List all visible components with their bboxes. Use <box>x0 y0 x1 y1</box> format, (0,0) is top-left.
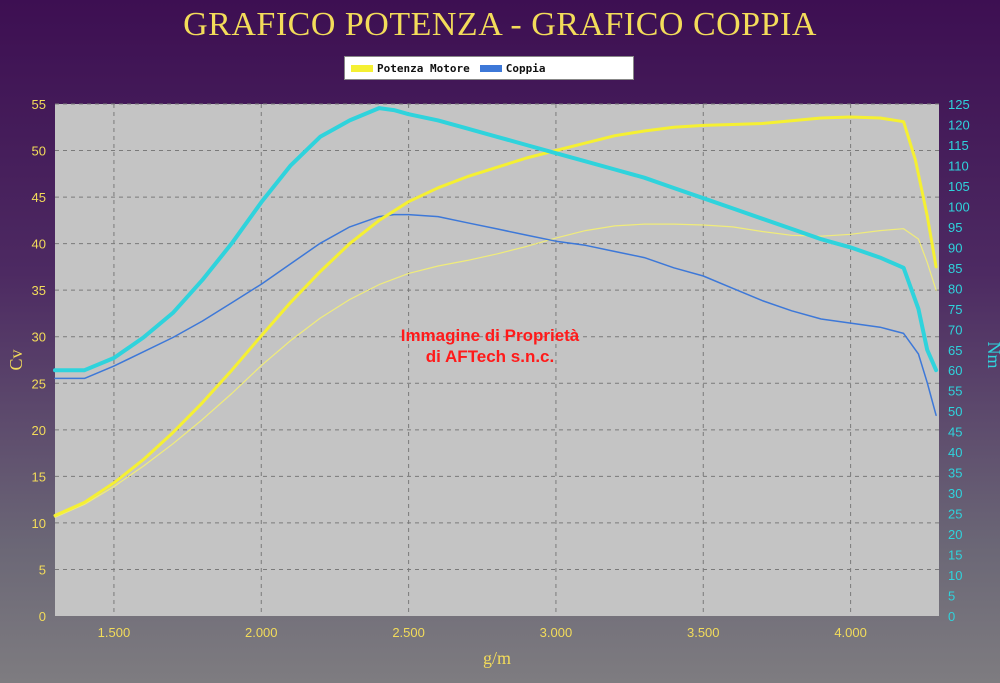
y-tick-label-10: 50 <box>32 144 46 159</box>
series-line-3 <box>54 213 937 417</box>
legend-label-potenza: Potenza Motore <box>377 61 470 75</box>
series-line-0 <box>53 115 938 517</box>
y2-tick-label-9: 45 <box>948 425 962 440</box>
grid-lines <box>55 103 939 616</box>
y2-tick-label-22: 110 <box>948 158 969 173</box>
y-tick-label-7: 35 <box>32 283 46 298</box>
y-axis-title: Cv <box>6 349 26 370</box>
y2-tick-label-25: 125 <box>948 97 970 112</box>
y-tick-label-4: 20 <box>32 423 46 438</box>
chart-title: GRAFICO POTENZA - GRAFICO COPPIA <box>183 6 817 43</box>
y-tick-label-5: 25 <box>32 376 46 391</box>
y2-axis-title: Nm <box>984 342 1000 369</box>
y2-tick-label-21: 105 <box>948 179 970 194</box>
y2-tick-label-15: 75 <box>948 302 962 317</box>
plot-area <box>55 104 939 616</box>
x-tick-label-3: 3.000 <box>540 625 573 640</box>
watermark-text: Immagine di Proprietà di AFTech s.n.c. <box>360 325 620 367</box>
y2-tick-label-23: 115 <box>948 138 969 153</box>
y2-tick-label-1: 5 <box>948 589 955 604</box>
series-line-2 <box>54 223 937 518</box>
y-tick-label-2: 10 <box>32 516 46 531</box>
x-tick-label-2: 2.500 <box>392 625 425 640</box>
y2-tick-label-11: 55 <box>948 384 962 399</box>
y-tick-label-8: 40 <box>32 237 46 252</box>
y2-tick-label-8: 40 <box>948 445 962 460</box>
x-axis-title: g/m <box>483 648 511 668</box>
x-tick-label-5: 4.000 <box>834 625 867 640</box>
x-tick-label-1: 2.000 <box>245 625 278 640</box>
y-tick-label-3: 15 <box>32 469 46 484</box>
y2-tick-label-13: 65 <box>948 343 962 358</box>
y-tick-label-6: 30 <box>32 330 46 345</box>
y2-tick-label-7: 35 <box>948 466 962 481</box>
y2-tick-label-14: 70 <box>948 322 962 337</box>
y-tick-label-1: 5 <box>39 562 46 577</box>
legend-swatch-potenza <box>351 64 373 72</box>
legend-swatch-coppia <box>479 64 502 72</box>
tick-labels: 0 5 10 15 20 25 30 35 40 45 50 55 0 5 10 15 20 25 30 35 40 45… <box>32 97 970 640</box>
y2-tick-label-17: 85 <box>948 261 962 276</box>
y-tick-label-11: 55 <box>32 97 46 112</box>
y2-tick-label-18: 90 <box>948 240 962 255</box>
y2-tick-label-5: 25 <box>948 507 962 522</box>
y2-tick-label-6: 30 <box>948 486 962 501</box>
y2-tick-label-20: 100 <box>948 199 970 214</box>
y2-tick-label-4: 20 <box>948 527 962 542</box>
y-tick-label-0: 0 <box>39 609 46 624</box>
y2-tick-label-24: 120 <box>948 117 970 132</box>
y2-tick-label-16: 80 <box>948 281 962 296</box>
y2-tick-label-19: 95 <box>948 220 962 235</box>
watermark-line-2: di AFTech s.n.c. <box>425 347 555 366</box>
y2-tick-label-12: 60 <box>948 363 962 378</box>
legend-item-potenza: Potenza Motore <box>351 62 470 75</box>
x-tick-label-4: 3.500 <box>687 625 720 640</box>
series-lines <box>53 106 939 518</box>
y2-tick-label-2: 10 <box>948 568 962 583</box>
y-tick-label-9: 45 <box>32 190 46 205</box>
y2-tick-label-3: 15 <box>948 548 962 563</box>
watermark-line-1: Immagine di Proprietà <box>400 326 580 345</box>
chart-legend: Potenza Motore Coppia <box>344 56 634 80</box>
x-tick-label-0: 1.500 <box>98 625 131 640</box>
y2-tick-label-10: 50 <box>948 404 962 419</box>
series-line-1 <box>53 106 939 373</box>
legend-label-coppia: Coppia <box>505 61 546 75</box>
y2-tick-label-0: 0 <box>948 609 955 624</box>
legend-item-coppia: Coppia <box>479 61 546 75</box>
